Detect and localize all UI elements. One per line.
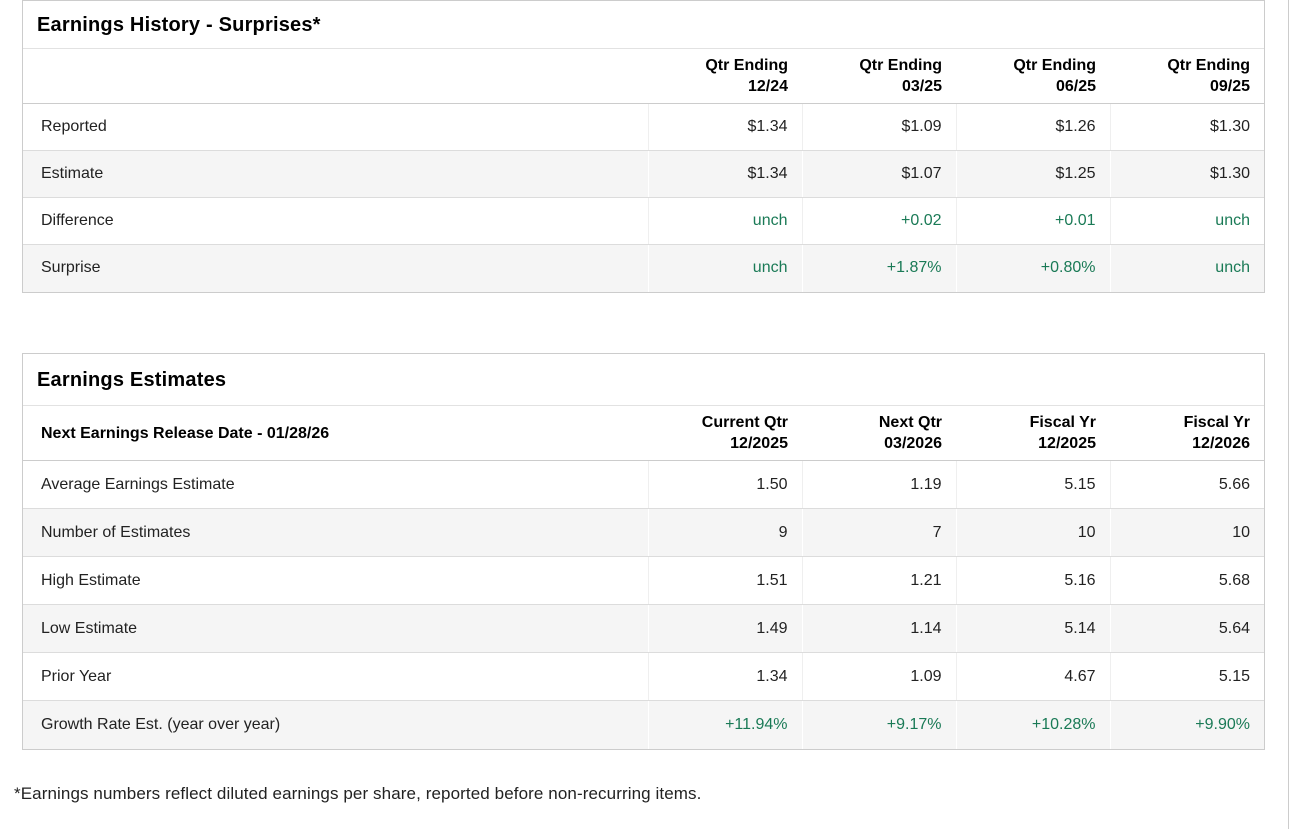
column-header-date: 03/25 — [901, 78, 942, 95]
value-cell: +9.17% — [801, 700, 956, 749]
column-header-date: 12/24 — [747, 78, 788, 95]
earnings-estimates-panel: Earnings Estimates Next Earnings Release… — [22, 353, 1265, 750]
row-label: Number of Estimates — [23, 508, 648, 557]
earnings-estimates-header: Next Earnings Release Date - 01/28/26 Cur… — [23, 406, 1264, 461]
column-header: Qtr Ending 03/25 — [802, 49, 956, 104]
value-cell: 1.09 — [801, 652, 956, 701]
earnings-history-header: Qtr Ending 12/24 Qtr Ending 03/25 Qtr Ending… — [23, 49, 1264, 104]
table-row: Average Earnings Estimate 1.50 1.19 5.15 5.6… — [23, 460, 1264, 509]
column-header: Fiscal Yr 12/2025 — [956, 406, 1110, 461]
row-label: High Estimate — [23, 556, 648, 605]
value-cell: unch — [1109, 244, 1264, 292]
release-date-header: Next Earnings Release Date - 01/28/26 — [23, 406, 648, 461]
value-cell: 1.14 — [801, 604, 956, 653]
earnings-history-table: Qtr Ending 12/24 Qtr Ending 03/25 Qtr Ending… — [23, 49, 1264, 292]
value-cell: $1.30 — [1109, 103, 1264, 151]
value-cell: $1.34 — [647, 150, 802, 198]
table-row: Difference unch +0.02 +0.01 unch — [23, 197, 1264, 245]
column-header-date: 12/2025 — [1038, 435, 1096, 452]
value-cell: 7 — [801, 508, 956, 557]
row-label: Estimate — [23, 150, 648, 198]
value-cell: 1.49 — [647, 604, 802, 653]
value-cell: +11.94% — [647, 700, 802, 749]
column-header: Next Qtr 03/2026 — [802, 406, 956, 461]
earnings-estimates-title: Earnings Estimates — [23, 354, 1264, 406]
table-row: Reported $1.34 $1.09 $1.26 $1.30 — [23, 103, 1264, 151]
value-cell: +10.28% — [955, 700, 1110, 749]
value-cell: 1.21 — [801, 556, 956, 605]
column-header-period: Qtr Ending — [859, 57, 942, 74]
column-header-date: 12/2026 — [1192, 435, 1250, 452]
column-header: Qtr Ending 12/24 — [648, 49, 802, 104]
value-cell: 5.64 — [1109, 604, 1264, 653]
column-header-period: Qtr Ending — [1013, 57, 1096, 74]
row-label: Difference — [23, 197, 648, 245]
column-header-date: 12/2025 — [730, 435, 788, 452]
value-cell: 4.67 — [955, 652, 1110, 701]
page-right-divider — [1288, 0, 1289, 829]
table-row: Prior Year 1.34 1.09 4.67 5.15 — [23, 652, 1264, 701]
value-cell: 5.66 — [1109, 460, 1264, 509]
value-cell: unch — [647, 244, 802, 292]
table-row: Estimate $1.34 $1.07 $1.25 $1.30 — [23, 150, 1264, 198]
earnings-history-panel: Earnings History - Surprises* Qtr Ending… — [22, 0, 1265, 293]
value-cell: 5.68 — [1109, 556, 1264, 605]
column-header: Fiscal Yr 12/2026 — [1110, 406, 1264, 461]
value-cell: 10 — [1109, 508, 1264, 557]
column-header-date: 03/2026 — [884, 435, 942, 452]
value-cell: unch — [1109, 197, 1264, 245]
value-cell: unch — [647, 197, 802, 245]
value-cell: 5.15 — [955, 460, 1110, 509]
value-cell: 5.14 — [955, 604, 1110, 653]
row-label: Average Earnings Estimate — [23, 460, 648, 509]
value-cell: $1.30 — [1109, 150, 1264, 198]
column-header-date: 09/25 — [1209, 78, 1250, 95]
row-label: Prior Year — [23, 652, 648, 701]
table-row: Surprise unch +1.87% +0.80% unch — [23, 244, 1264, 292]
value-cell: $1.34 — [647, 103, 802, 151]
row-label: Growth Rate Est. (year over year) — [41, 715, 281, 733]
value-cell: $1.09 — [801, 103, 956, 151]
column-header: Qtr Ending 09/25 — [1110, 49, 1264, 104]
table-row: High Estimate 1.51 1.21 5.16 5.68 — [23, 556, 1264, 605]
value-cell: +0.80% — [955, 244, 1110, 292]
earnings-estimates-body: Average Earnings Estimate 1.50 1.19 5.15 5.6… — [23, 460, 1264, 749]
column-header-period: Qtr Ending — [1167, 57, 1250, 74]
value-cell: 5.15 — [1109, 652, 1264, 701]
earnings-history-body: Reported $1.34 $1.09 $1.26 $1.30 Estimate $1.3… — [23, 103, 1264, 292]
label-column-header — [23, 49, 648, 104]
column-header-date: 06/25 — [1055, 78, 1096, 95]
earnings-history-title: Earnings History - Surprises* — [23, 1, 1264, 49]
row-label: Surprise — [41, 259, 101, 277]
row-label: Reported — [23, 103, 648, 151]
value-cell: 1.51 — [647, 556, 802, 605]
column-header: Qtr Ending 06/25 — [956, 49, 1110, 104]
column-header-period: Fiscal Yr — [1029, 414, 1096, 431]
value-cell: +0.02 — [801, 197, 956, 245]
value-cell: 5.16 — [955, 556, 1110, 605]
value-cell: +9.90% — [1109, 700, 1264, 749]
value-cell: $1.26 — [955, 103, 1110, 151]
value-cell: 1.34 — [647, 652, 802, 701]
value-cell: 1.50 — [647, 460, 802, 509]
column-header: Current Qtr 12/2025 — [648, 406, 802, 461]
value-cell: 1.19 — [801, 460, 956, 509]
table-row: Number of Estimates 9 7 10 10 — [23, 508, 1264, 557]
row-label: Low Estimate — [23, 604, 648, 653]
value-cell: +1.87% — [801, 244, 956, 292]
value-cell: +0.01 — [955, 197, 1110, 245]
earnings-estimates-table: Next Earnings Release Date - 01/28/26 Cur… — [23, 406, 1264, 749]
value-cell: 10 — [955, 508, 1110, 557]
value-cell: 9 — [647, 508, 802, 557]
table-row: Low Estimate 1.49 1.14 5.14 5.64 — [23, 604, 1264, 653]
column-header-period: Qtr Ending — [705, 57, 788, 74]
table-row: Growth Rate Est. (year over year) +11.94%… — [23, 700, 1264, 749]
column-header-period: Next Qtr — [878, 414, 942, 431]
column-header-period: Current Qtr — [701, 414, 788, 431]
column-header-period: Fiscal Yr — [1183, 414, 1250, 431]
footnote: *Earnings numbers reflect diluted earnin… — [14, 784, 702, 803]
value-cell: $1.25 — [955, 150, 1110, 198]
value-cell: $1.07 — [801, 150, 956, 198]
